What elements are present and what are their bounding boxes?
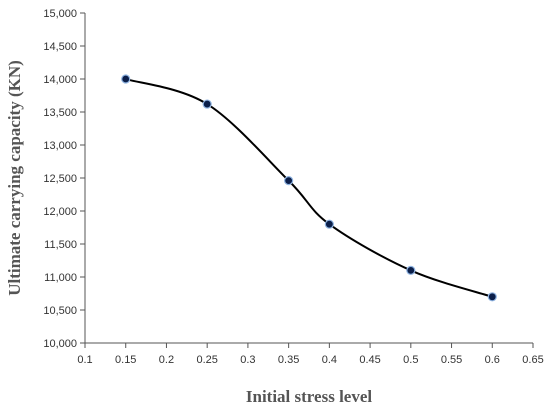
y-ticks: 10,000 10,500 11,000 11,500 12,000 12,500 13,0… — [43, 8, 85, 350]
data-point — [284, 176, 294, 186]
y-tick-label: 10,500 — [43, 305, 77, 317]
y-tick-label: 12,000 — [43, 206, 77, 218]
x-tick-label: 0.55 — [441, 354, 462, 366]
x-tick-label: 0.25 — [196, 354, 217, 366]
x-tick-label: 0.5 — [403, 354, 418, 366]
x-tick-label: 0.1 — [77, 354, 92, 366]
x-tick-label: 0.3 — [240, 354, 255, 366]
y-tick-label: 14,500 — [43, 41, 77, 53]
x-tick-label: 0.6 — [485, 354, 500, 366]
y-tick-label: 13,000 — [43, 140, 77, 152]
y-axis-title: Ultimate carrying capacity (KN) — [5, 60, 24, 296]
x-tick-label: 0.2 — [159, 354, 174, 366]
x-axis-title: Initial stress level — [246, 387, 373, 406]
data-point — [202, 99, 212, 109]
y-tick-label: 15,000 — [43, 8, 77, 20]
y-tick-label: 10,000 — [43, 338, 77, 350]
series-layer — [121, 74, 497, 302]
x-tick-label: 0.15 — [115, 354, 136, 366]
data-point — [324, 219, 334, 229]
data-point — [487, 292, 497, 302]
y-tick-label: 13,500 — [43, 107, 77, 119]
data-point — [406, 265, 416, 275]
y-tick-label: 14,000 — [43, 74, 77, 86]
x-tick-label: 0.4 — [322, 354, 337, 366]
series-line — [125, 78, 493, 298]
data-point — [121, 74, 131, 84]
x-tick-label: 0.35 — [278, 354, 299, 366]
y-tick-label: 12,500 — [43, 173, 77, 185]
x-tick-label: 0.45 — [359, 354, 380, 366]
y-tick-label: 11,500 — [44, 239, 77, 251]
y-tick-label: 11,000 — [44, 272, 77, 284]
axes — [84, 13, 533, 344]
x-tick-label: 0.65 — [522, 354, 543, 366]
x-ticks: 0.1 0.15 0.2 0.25 0.3 0.35 0.4 0.45 0.5 0.55 0.6 0.… — [77, 343, 544, 366]
